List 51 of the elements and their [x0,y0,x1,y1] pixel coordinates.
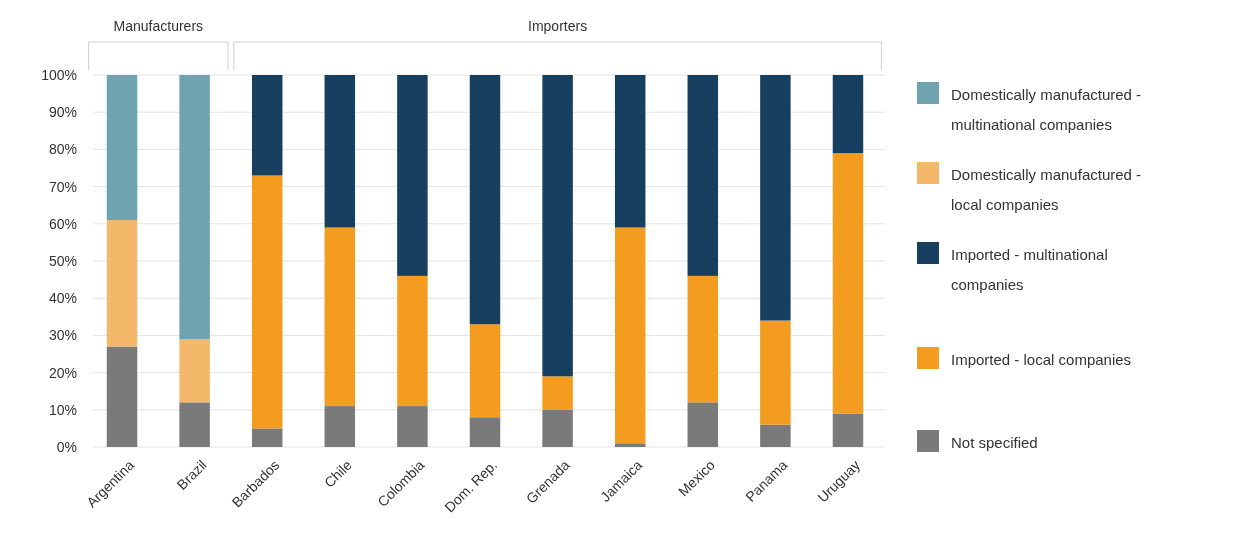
y-tick-label: 0% [56,438,77,455]
bar [760,75,791,321]
bar [614,75,646,228]
text: Manufacturers [113,18,204,34]
bar [397,406,428,447]
bar [542,75,573,377]
bar [106,75,138,221]
bar [469,324,501,418]
bar [687,75,719,276]
bar [614,227,646,444]
legend-label: Domestically manufactured - local companies [951,166,1142,213]
bar [469,75,501,325]
legend-label: Imported - local companies [951,351,1132,368]
legend-label: Not specified [951,434,1038,451]
bar [106,346,138,447]
bar [542,376,573,410]
y-tick-label: 50% [48,252,77,269]
bar [397,275,428,407]
bar [469,417,501,447]
bar [324,75,356,228]
legend-label: Domestically manufactured - multinational companies [951,86,1142,133]
bar [614,443,646,447]
bar [179,402,210,447]
y-tick-label: 10% [48,401,77,418]
bar [832,413,864,447]
y-tick-label: 30% [48,327,77,344]
bar [324,406,356,447]
text: Importers [528,18,588,34]
bar [251,75,283,176]
bar [179,339,210,403]
y-tick-label: 20% [48,364,77,381]
bar [251,428,283,447]
y-tick-label: 40% [48,290,77,307]
bar [542,409,573,447]
legend-label: Imported - multinational companies [951,246,1108,293]
y-tick-label: 60% [48,215,77,232]
bar [397,75,428,276]
bar [251,175,283,429]
y-tick-label: 100% [41,66,77,83]
bar [324,227,356,407]
y-tick-label: 90% [48,104,77,121]
bar [832,153,864,414]
bar [179,75,210,340]
bar [760,320,791,425]
bar [687,275,719,403]
bar [687,402,719,447]
bar [832,75,864,154]
y-tick-label: 70% [48,178,77,195]
bar [760,424,791,447]
bar [106,220,138,347]
y-tick-label: 80% [48,141,77,158]
